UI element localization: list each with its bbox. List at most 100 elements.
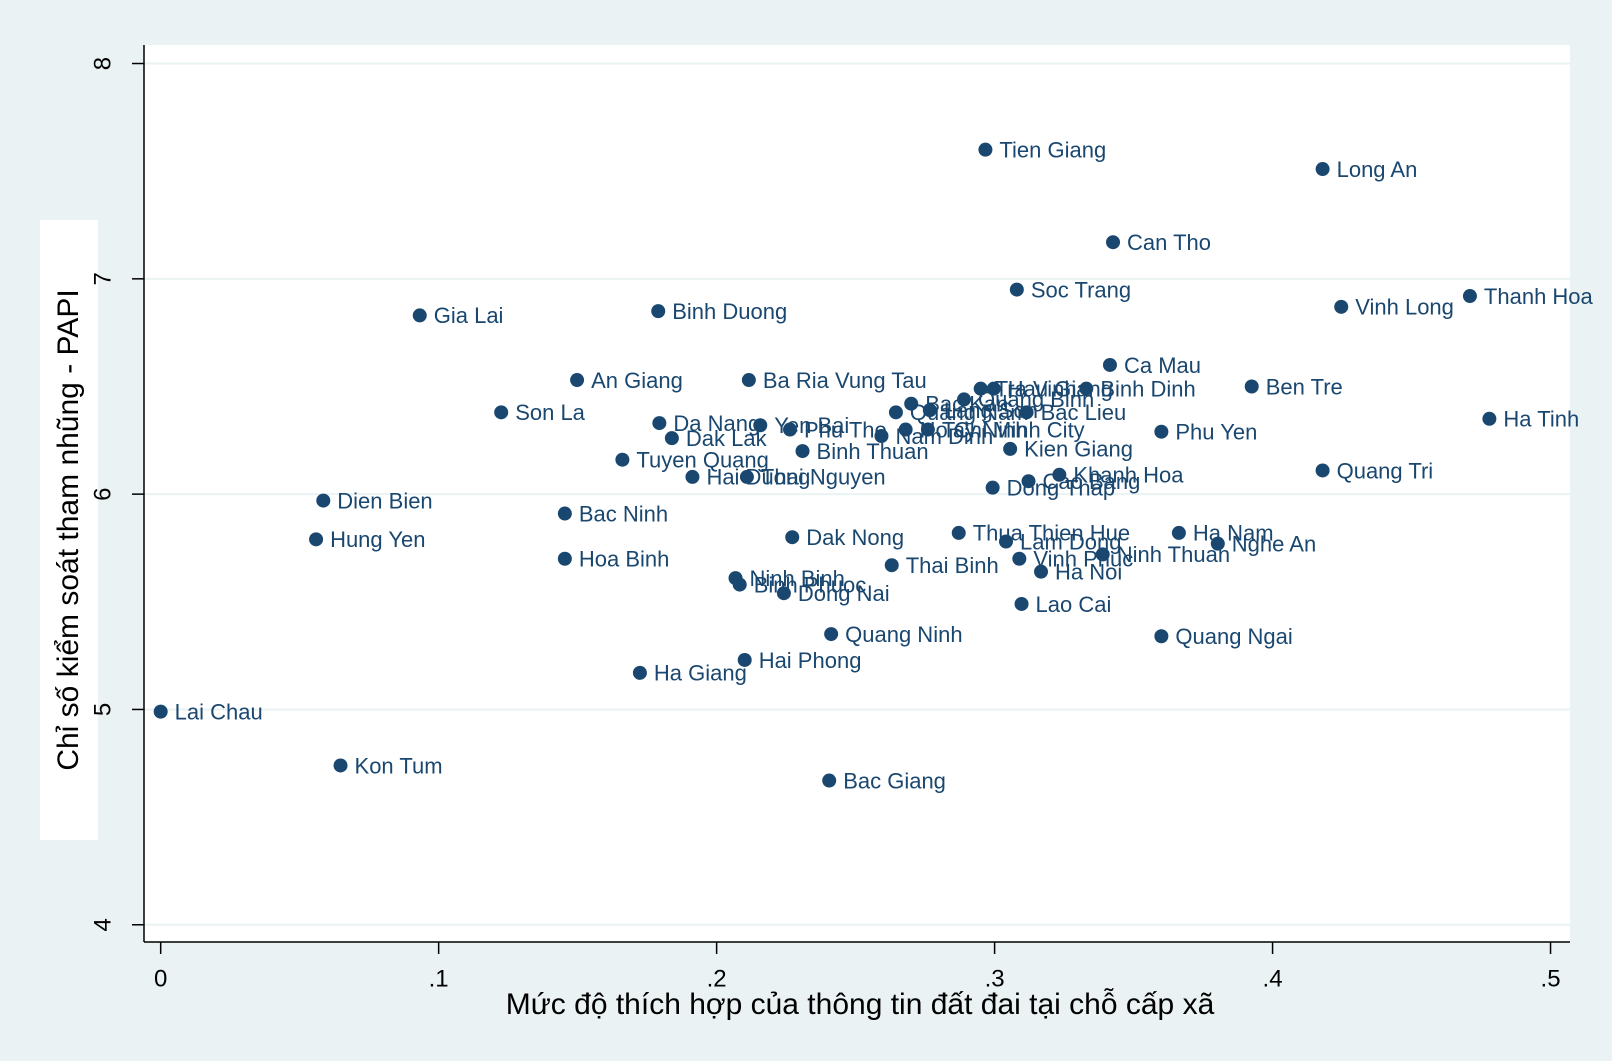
point: [685, 469, 700, 484]
point: [978, 142, 993, 157]
point-label: Thua Thien Hue: [973, 521, 1130, 546]
point: [1012, 551, 1027, 566]
point: [1154, 629, 1169, 644]
point: [1009, 282, 1024, 297]
point: [998, 534, 1013, 549]
point: [557, 506, 572, 521]
point-label: Hung Yen: [330, 527, 425, 552]
point: [1079, 381, 1094, 396]
x-tick-label: .5: [1541, 965, 1561, 992]
point: [783, 422, 798, 437]
point: [1052, 467, 1067, 482]
point: [874, 429, 889, 444]
point: [785, 530, 800, 545]
point: [1014, 596, 1029, 611]
point-label: Dak Nong: [806, 525, 904, 550]
point-label: Dak Lak: [686, 426, 768, 451]
point-label: Quang Nam: [910, 400, 1029, 425]
point-label: Cao Bang: [1043, 469, 1141, 494]
x-tick-label: .1: [429, 965, 449, 992]
point-label: Nghe An: [1232, 531, 1316, 556]
point: [824, 627, 839, 642]
point-label: Ha Giang: [654, 661, 747, 686]
point: [888, 405, 903, 420]
point-label: Hoa Binh: [579, 547, 670, 572]
point-label: Phu Tho: [804, 417, 887, 442]
point: [1102, 357, 1117, 372]
point-label: Lai Chau: [175, 699, 263, 724]
point-label: Gia Lai: [434, 303, 504, 328]
point: [920, 422, 935, 437]
point: [615, 452, 630, 467]
point-label: Kien Giang: [1024, 437, 1133, 462]
y-tick-label: 5: [89, 703, 116, 716]
point-label: Quang Tri: [1337, 458, 1434, 483]
point-label: Tay Ninh: [942, 417, 1028, 442]
point-label: Lao Cai: [1036, 592, 1112, 617]
point-label: Ninh Binh: [750, 566, 845, 591]
point: [1315, 463, 1330, 478]
point-label: Hau Giang: [1008, 376, 1113, 401]
point: [570, 373, 585, 388]
point: [494, 405, 509, 420]
y-tick-label: 6: [89, 487, 116, 500]
point-label: Long An: [1337, 157, 1418, 182]
point-label: Hai Phong: [759, 648, 862, 673]
point: [898, 422, 913, 437]
point-label: Bac Giang: [843, 768, 946, 793]
point-label: Thanh Hoa: [1484, 284, 1594, 309]
point: [1154, 424, 1169, 439]
point-label: Khanh Hoa: [1073, 463, 1184, 488]
x-tick-label: 0: [154, 965, 167, 992]
point-label: Tuyen Quang: [636, 448, 769, 473]
point-label: Nam Dinh: [895, 424, 993, 449]
point: [1334, 299, 1349, 314]
point: [333, 758, 348, 773]
point-label: Phu Yen: [1175, 420, 1257, 445]
point: [822, 773, 837, 788]
point-label: Dien Bien: [337, 488, 432, 513]
point-label: Can Tho: [1127, 230, 1211, 255]
point-label: Hai Duong: [706, 465, 810, 490]
y-axis-label: Chỉ số kiểm soát tham nhũng - PAPI: [52, 289, 85, 770]
point: [986, 381, 1001, 396]
point-label: Quang Ngai: [1175, 624, 1292, 649]
point: [309, 532, 324, 547]
point-label: Thai Binh: [906, 553, 999, 578]
point-label: Soc Trang: [1031, 277, 1131, 302]
point: [985, 480, 1000, 495]
point: [1482, 411, 1497, 426]
point-label: Kon Tum: [355, 753, 443, 778]
point: [741, 373, 756, 388]
y-tick-label: 8: [89, 57, 116, 70]
point-label: Binh Phuoc: [754, 572, 867, 597]
point-label: Ca Mau: [1124, 353, 1201, 378]
point-label: Dong Nai: [798, 581, 890, 606]
point-label: Quang Ninh: [845, 622, 962, 647]
point: [1106, 235, 1121, 250]
point-label: Ben Tre: [1266, 374, 1343, 399]
point: [1171, 525, 1186, 540]
point: [1210, 536, 1225, 551]
point-label: Binh Thuan: [817, 439, 929, 464]
point: [1095, 547, 1110, 562]
point-label: Binh Duong: [672, 299, 787, 324]
point: [557, 551, 572, 566]
y-tick-label: 4: [89, 918, 116, 931]
point-label: Ha Tinh: [1503, 407, 1579, 432]
point-label: Ninh Thuan: [1117, 542, 1230, 567]
x-axis-label: Mức độ thích hợp của thông tin đất đai t…: [506, 988, 1215, 1021]
point-label: Thai Nguyen: [761, 465, 886, 490]
point: [739, 469, 754, 484]
x-tick-label: .4: [1263, 965, 1283, 992]
point: [973, 381, 988, 396]
point-label: Ba Ria Vung Tau: [763, 368, 927, 393]
point-label: Ha Noi: [1055, 559, 1122, 584]
point: [1019, 405, 1034, 420]
point: [776, 586, 791, 601]
point: [904, 396, 919, 411]
point-label: Yen Bai: [774, 413, 849, 438]
point: [884, 558, 899, 573]
point-label: Bac Lieu: [1041, 400, 1127, 425]
point: [652, 416, 667, 431]
